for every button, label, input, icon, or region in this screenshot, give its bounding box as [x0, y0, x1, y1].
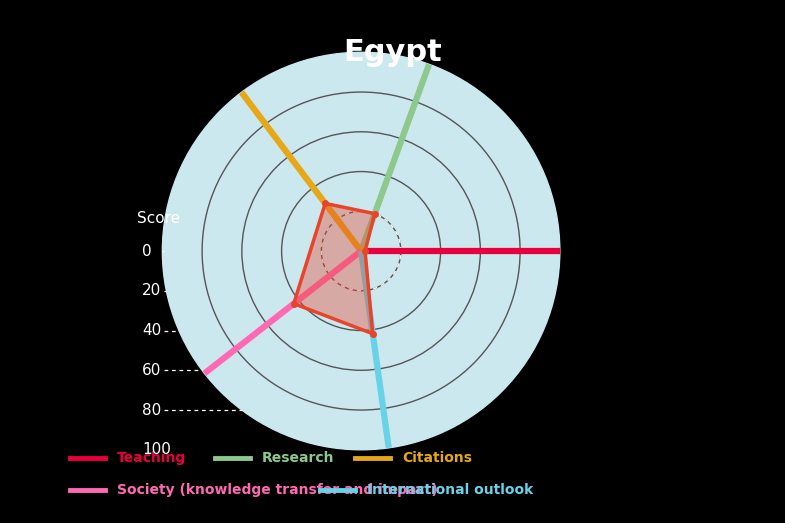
- Text: 80: 80: [142, 403, 162, 417]
- Text: Society (knowledge transfer and impact): Society (knowledge transfer and impact): [117, 483, 438, 497]
- Text: Research: Research: [262, 451, 334, 465]
- Text: Citations: Citations: [402, 451, 472, 465]
- Text: 60: 60: [142, 363, 162, 378]
- Text: Egypt: Egypt: [343, 38, 442, 67]
- Text: 100: 100: [142, 442, 171, 457]
- Text: 40: 40: [142, 323, 162, 338]
- Circle shape: [162, 52, 560, 450]
- Text: Score: Score: [137, 211, 181, 226]
- Text: 20: 20: [142, 283, 162, 298]
- Text: International outlook: International outlook: [367, 483, 533, 497]
- Text: 0: 0: [142, 244, 152, 258]
- Text: Teaching: Teaching: [117, 451, 186, 465]
- Polygon shape: [294, 203, 374, 334]
